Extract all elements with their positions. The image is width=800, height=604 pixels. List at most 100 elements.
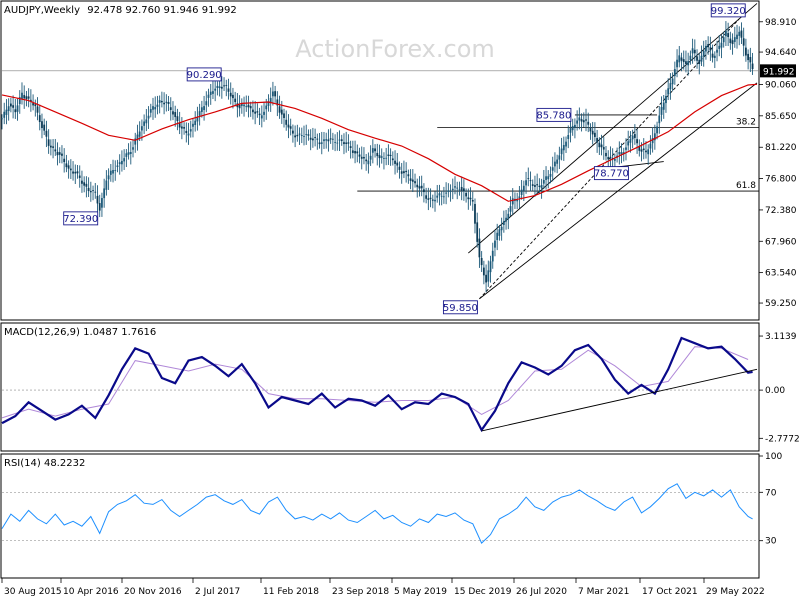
level-label-90.290: 90.290 [187, 70, 222, 81]
candle-body [45, 130, 48, 137]
candle-body [225, 85, 228, 86]
candle-body [223, 85, 225, 87]
candle-body [81, 180, 83, 184]
candle-body [34, 104, 37, 107]
candle-body [214, 88, 217, 91]
candle-body [540, 184, 543, 189]
candle-body [245, 106, 248, 108]
price-tick-label: 67.960 [765, 237, 797, 247]
candle-body [121, 160, 123, 165]
candle-body [516, 199, 519, 202]
candle-body [391, 158, 394, 161]
candle-body [489, 261, 492, 273]
candle-body [249, 106, 252, 109]
candle-body [336, 142, 339, 144]
candle-body [593, 132, 596, 137]
candle-body [522, 185, 525, 191]
candle-body [396, 162, 399, 166]
candle-body [61, 153, 63, 156]
candle-body [531, 184, 534, 186]
candle-body [656, 126, 658, 134]
candle-body [25, 96, 28, 100]
candle-body [585, 119, 587, 121]
candle-body [267, 101, 270, 106]
candle-body [307, 134, 310, 136]
candle-body [298, 133, 301, 135]
candle-body [94, 191, 97, 193]
candle-body [491, 250, 494, 262]
candle-body [103, 188, 106, 199]
candle-body [309, 137, 312, 140]
candle-body [447, 190, 450, 192]
candle-body [74, 171, 77, 174]
candle-body [252, 109, 254, 113]
candle-body [496, 232, 499, 241]
x-tick-label: 30 Aug 2015 [4, 587, 62, 597]
candle-body [744, 47, 747, 56]
candle-body [125, 153, 128, 157]
candle-body [709, 47, 712, 51]
candle-body [625, 147, 627, 150]
candle-body [291, 130, 294, 134]
candle-body [49, 145, 52, 148]
candle-body [76, 171, 79, 174]
candle-body [247, 104, 250, 108]
candle-body [367, 160, 370, 165]
candle-body [671, 78, 674, 85]
candle-body [607, 157, 610, 160]
fib-label-61.8: 61.8 [736, 181, 756, 191]
candle-body [511, 198, 514, 205]
candle-body [376, 152, 379, 157]
candle-body [725, 30, 727, 37]
candle-body [580, 119, 583, 122]
rsi-title: RSI(14) 48.2232 [4, 458, 85, 469]
candle-body [218, 86, 221, 88]
candle-body [232, 94, 234, 99]
candle-body [345, 142, 348, 145]
level-box-99.320 [710, 3, 746, 18]
candle-body [116, 165, 119, 167]
candle-body [283, 113, 285, 119]
candle-body [502, 221, 505, 226]
candle-body [742, 38, 745, 46]
candle-body [529, 180, 532, 182]
candle-body [691, 48, 694, 54]
candle-body [562, 144, 565, 151]
candle-body [736, 34, 738, 40]
candle-body [89, 190, 92, 193]
candle-body [707, 44, 710, 48]
candle-body [460, 186, 463, 191]
candle-body [354, 151, 356, 154]
candle-body [589, 127, 592, 132]
candle-body [487, 270, 490, 282]
candle-body [107, 175, 110, 180]
candle-body [471, 199, 474, 202]
candle-body [547, 176, 550, 180]
candle-body [591, 130, 594, 135]
candle-body [205, 101, 208, 106]
level-label-85.780: 85.780 [536, 110, 571, 121]
candle-body [338, 139, 341, 141]
candle-body [43, 124, 46, 131]
x-tick-label: 17 Oct 2021 [642, 587, 698, 597]
candle-body [731, 40, 734, 45]
candle-body [705, 45, 707, 52]
candle-body [156, 104, 159, 107]
candle-body [180, 126, 183, 129]
candle-body [429, 197, 432, 199]
current-price-label: 91.992 [763, 67, 795, 77]
macd-tick-label: 3.1139 [765, 332, 797, 342]
candle-body [300, 135, 303, 136]
candle-body [240, 103, 243, 107]
candle-body [18, 97, 21, 104]
candle-body [749, 57, 752, 63]
candle-body [571, 125, 574, 131]
ohlc-label: 92.478 92.760 91.946 91.992 [87, 5, 237, 16]
candle-body [640, 149, 643, 152]
candle-body [209, 91, 212, 95]
candle-body [234, 98, 237, 103]
candle-body [65, 163, 68, 168]
candle-body [238, 104, 241, 109]
candle-body [560, 148, 563, 155]
